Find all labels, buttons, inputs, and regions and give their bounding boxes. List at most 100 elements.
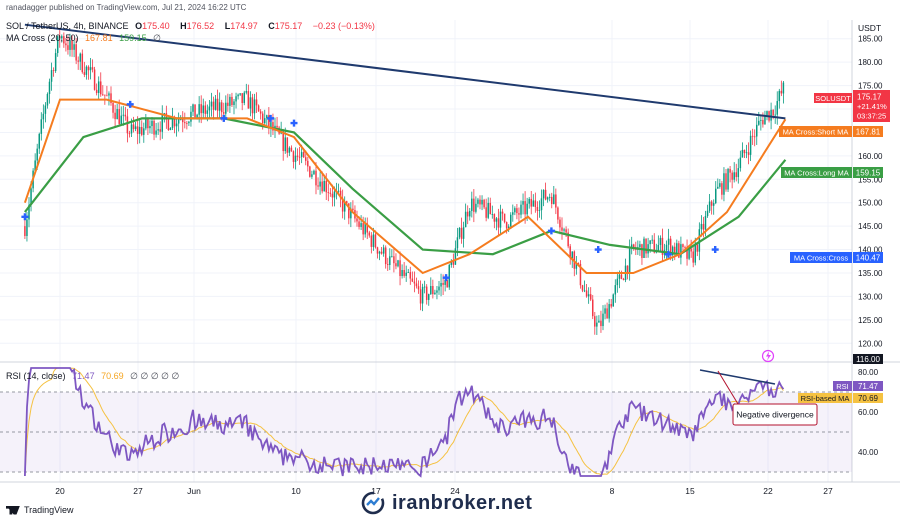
short-ma-tag[interactable]: MA Cross:Short MA 167.81 (779, 126, 883, 137)
candle-body (770, 109, 772, 121)
candle-body (651, 239, 653, 241)
last-price: 175.17 (857, 93, 882, 102)
rsi-line (24, 367, 785, 478)
long-ma-tag[interactable]: MA Cross:Long MA 159.15 (781, 167, 883, 178)
price-axis[interactable]: 185.00180.00175.00170.00165.00160.00155.… (858, 35, 883, 349)
price-pane[interactable] (0, 20, 852, 362)
divergence-annotation[interactable]: Negative divergence (732, 403, 818, 426)
candle-body (542, 189, 545, 199)
rsi-ma-tag[interactable]: RSI-based MA 70.69 (798, 393, 883, 403)
ma-short-legend-value: 167.81 (85, 33, 113, 43)
eye-slash-icon[interactable]: ∅ (153, 33, 161, 43)
candle-body (715, 188, 717, 204)
candle-body (77, 60, 79, 62)
candle-body (708, 201, 711, 211)
rsi-tag-value: 71.47 (858, 382, 879, 391)
candle-body (421, 286, 424, 304)
candle-body (71, 40, 73, 50)
candle-body (264, 118, 266, 124)
symbol-title: SOL / TetherUS, 4h, BINANCE (6, 21, 129, 31)
candle-body (54, 53, 57, 71)
symbol-legend[interactable]: SOL / TetherUS, 4h, BINANCE O175.40 H176… (6, 21, 379, 31)
candle-body (596, 322, 598, 327)
candle-body (618, 274, 621, 279)
candle-body (362, 223, 364, 235)
candle-body (325, 180, 327, 193)
candle-body (546, 197, 549, 200)
candle-body (401, 270, 403, 277)
candle-body (61, 36, 63, 39)
candle-body (633, 244, 635, 248)
candle-body (81, 53, 84, 73)
time-axis[interactable]: 20 27 Jun 10 17 24 8 15 22 27 (55, 486, 833, 496)
candle-body (91, 67, 94, 70)
candle-body (196, 114, 198, 118)
candle-body (128, 133, 131, 135)
ma-cross-legend[interactable]: MA Cross (20, 50) 167.81 159.15 ∅ (6, 33, 165, 44)
resistance-trendline[interactable] (24, 23, 786, 120)
low-marker-value: 116.00 (856, 355, 880, 364)
candle-body (704, 216, 707, 230)
rsi-value-tag[interactable]: RSI 71.47 (833, 381, 883, 391)
candle-body (206, 110, 209, 114)
lightning-icon[interactable] (761, 349, 775, 363)
candle-body (141, 126, 143, 135)
candle-body (321, 181, 323, 192)
candle-body (753, 136, 756, 138)
candle-body (698, 229, 701, 252)
candle-body (639, 244, 641, 248)
ma-cross-marker (21, 213, 29, 221)
candle-body (555, 194, 557, 208)
cross-tag[interactable]: MA Cross:Cross 140.47 (790, 252, 883, 263)
candle-body (647, 244, 649, 254)
last-change: +21.41% (857, 102, 887, 111)
candle-body (208, 106, 211, 111)
candle-body (585, 290, 588, 297)
low-label: L (224, 21, 231, 31)
candle-body (102, 94, 104, 96)
long-ma-value: 159.15 (856, 169, 881, 178)
last-price-tag[interactable]: SOLUSDT 175.17 +21.41% 03:37:25 (814, 90, 890, 122)
time-tick-label: 27 (823, 486, 833, 496)
candle-body (63, 36, 65, 44)
candle-body (130, 124, 133, 134)
tradingview-logo[interactable]: TradingView (6, 505, 74, 515)
candle-body (739, 157, 742, 169)
annotation-text: Negative divergence (736, 410, 814, 420)
candle-body (190, 111, 192, 122)
candle-body (551, 196, 553, 204)
candle-body (216, 98, 219, 111)
candle-body (374, 234, 377, 248)
rsi-tick-label: 60.00 (858, 408, 879, 417)
candle-body (442, 282, 444, 285)
candle-body (477, 199, 479, 204)
candle-body (341, 198, 344, 212)
candle-body (565, 229, 567, 233)
candle-body (220, 102, 223, 113)
candle-body (339, 190, 342, 199)
candle-body (108, 93, 110, 96)
low-value: 174.97 (230, 21, 258, 31)
candle-body (352, 208, 354, 211)
candle-body (52, 70, 55, 71)
candle-body (774, 114, 776, 116)
time-tick-label: 20 (55, 486, 65, 496)
time-tick-label: 15 (685, 486, 695, 496)
candle-body (682, 244, 684, 248)
low-marker-tag[interactable]: 116.00 (853, 354, 883, 364)
candle-body (319, 181, 321, 187)
candle-body (73, 44, 75, 50)
candle-body (710, 201, 713, 206)
candle-body (756, 124, 758, 137)
candle-body (430, 286, 432, 295)
rsi-axis[interactable]: 80.00 60.00 40.00 (858, 368, 879, 457)
rsi-legend[interactable]: RSI (14, close) 71.47 70.69 ∅ ∅ ∅ ∅ ∅ (6, 371, 183, 382)
candle-body (372, 234, 375, 247)
candle-body (667, 238, 670, 245)
candle-body (616, 278, 619, 286)
candle-body (628, 248, 631, 273)
price-tick-label: 140.00 (858, 246, 883, 255)
candle-body (38, 133, 40, 149)
cross-markers (21, 100, 719, 282)
